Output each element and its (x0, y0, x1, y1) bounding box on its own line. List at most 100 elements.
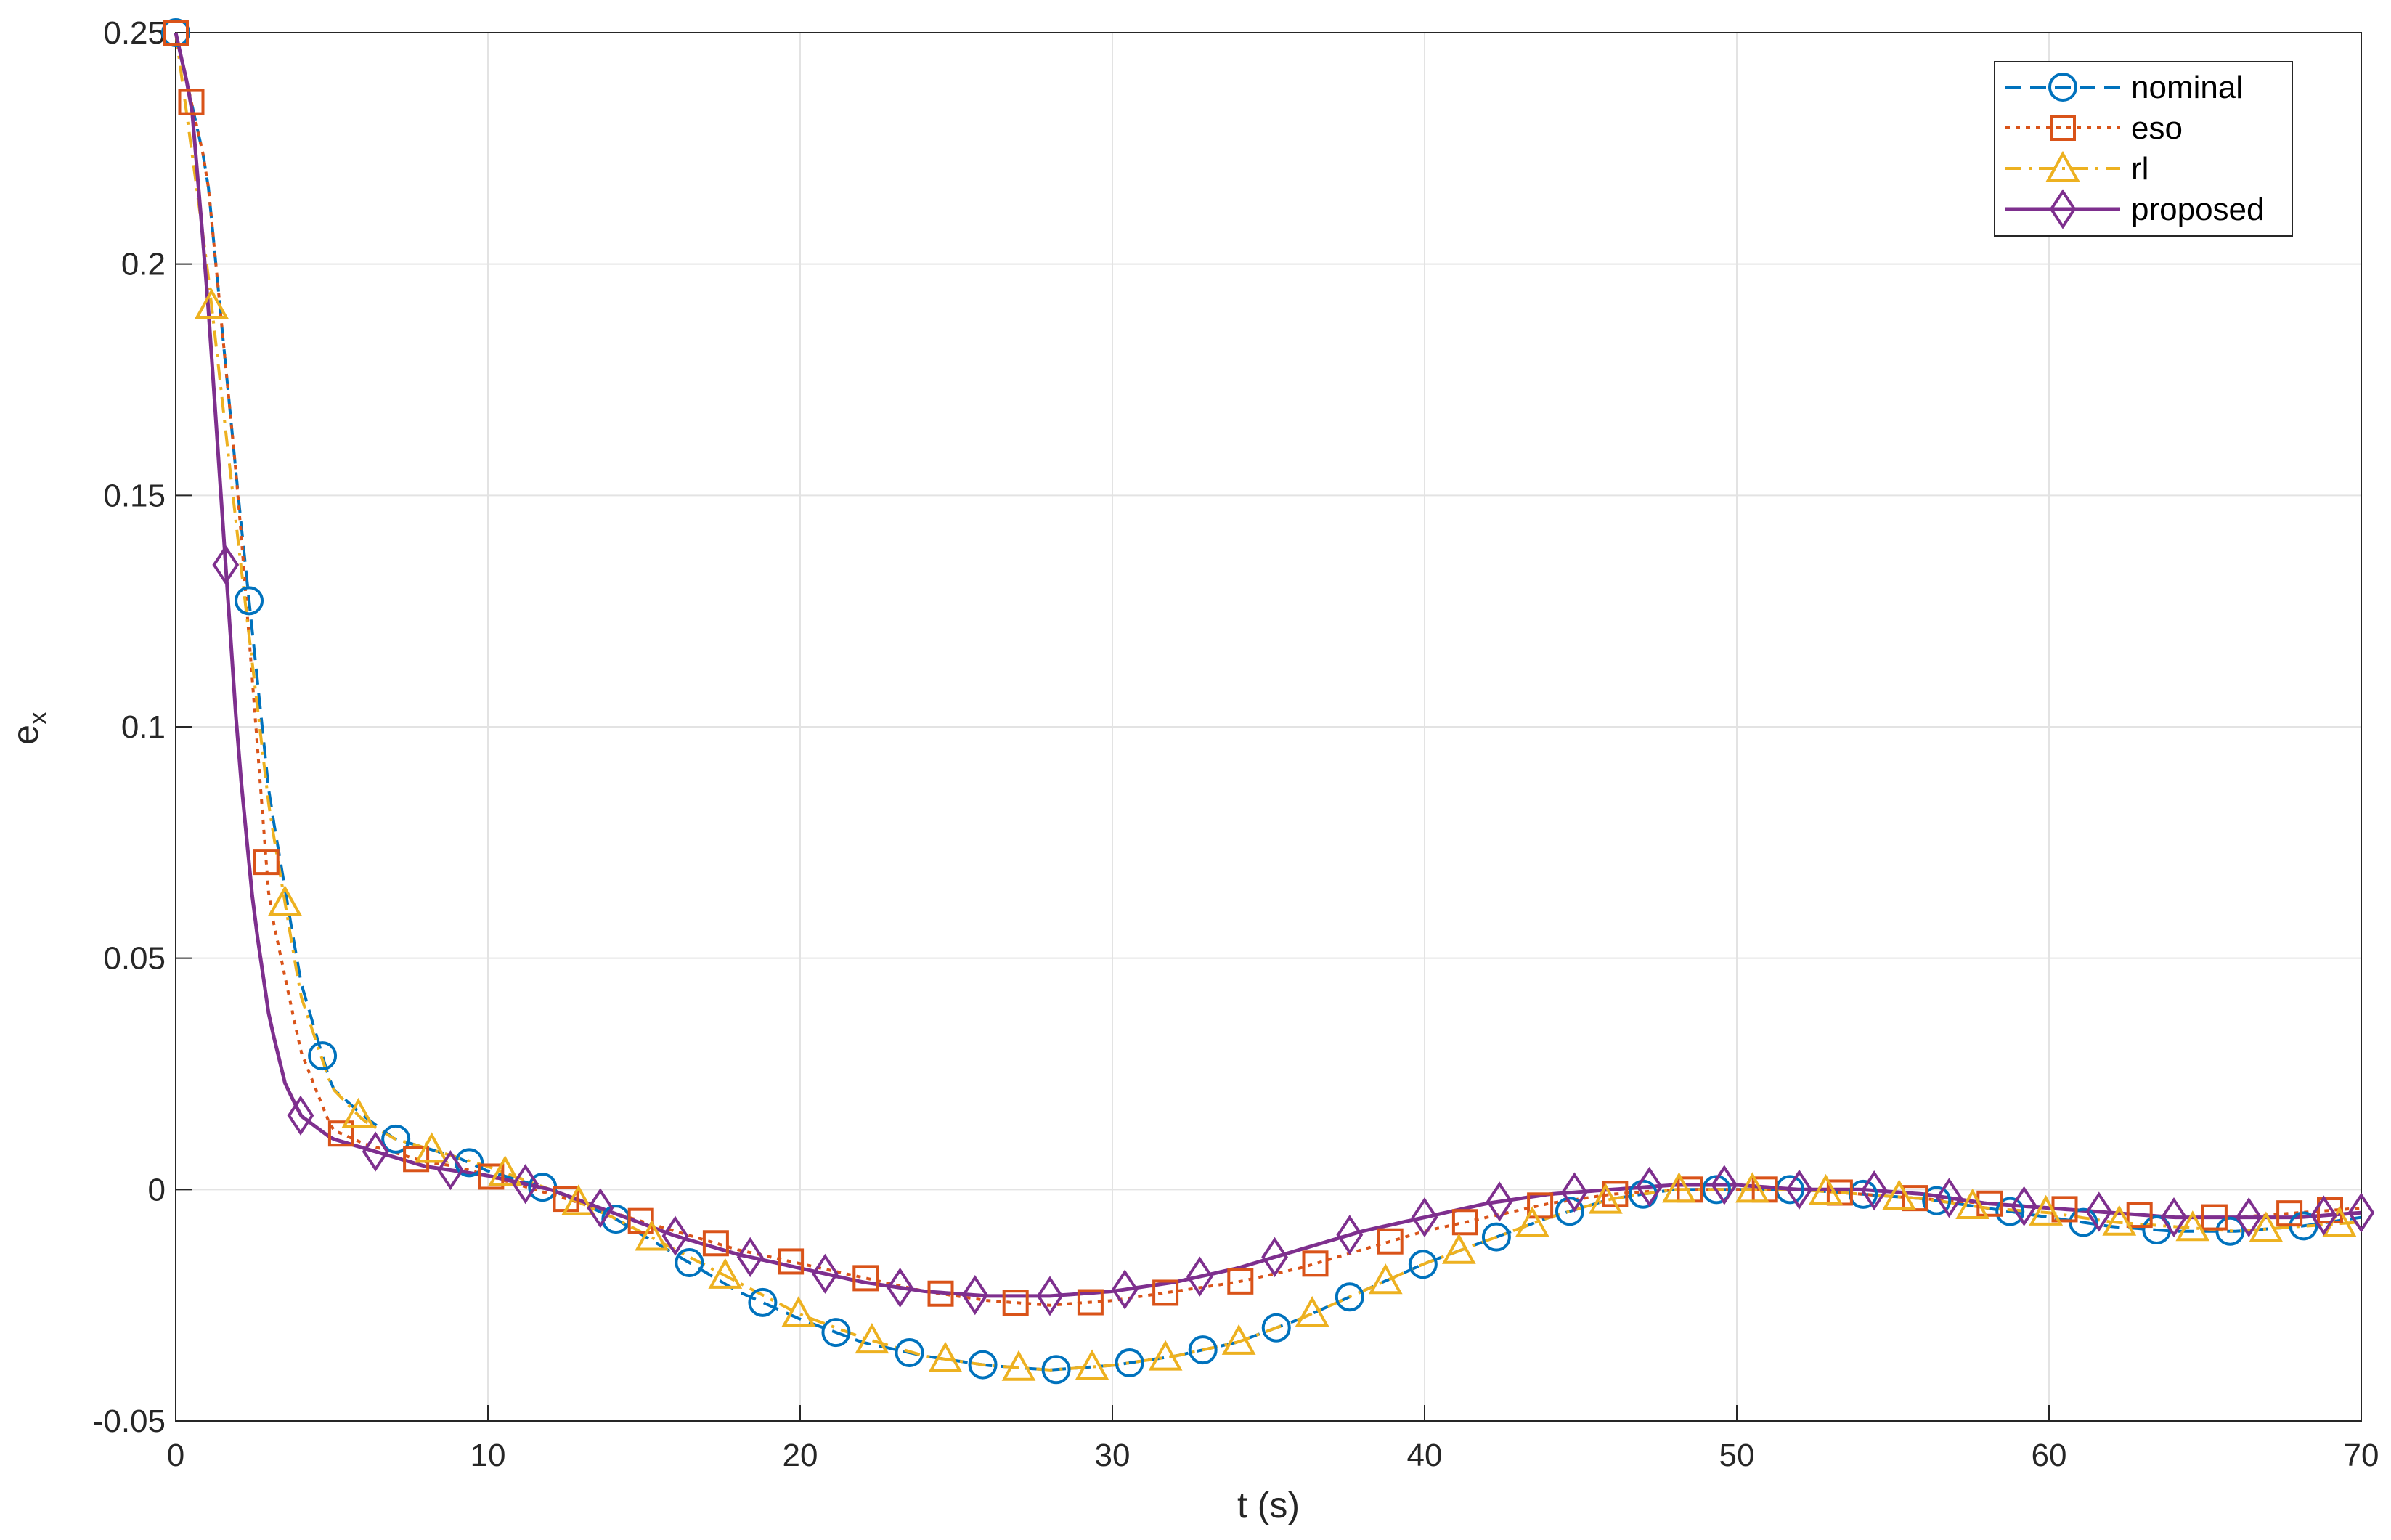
data-point-eso (1152, 1279, 1179, 1306)
data-point-eso (178, 89, 205, 115)
data-point-eso (253, 849, 280, 876)
data-point-rl (635, 1220, 669, 1251)
x-tick-label: 40 (1407, 1438, 1443, 1473)
data-point-nominal (968, 1350, 998, 1380)
data-point-rl (1735, 1172, 1769, 1203)
x-tick-label: 70 (2344, 1438, 2379, 1473)
data-point-rl (1515, 1206, 1549, 1237)
series-line-proposed (174, 32, 2362, 1298)
legend-marker-nominal (2048, 73, 2077, 102)
data-point-rl (2029, 1194, 2064, 1226)
legend: nominal eso rl proposed (1994, 61, 2293, 237)
legend-box (1994, 61, 2293, 237)
data-point-nominal (1041, 1355, 1071, 1385)
data-point-rl (1809, 1173, 1843, 1205)
data-point-rl (2102, 1205, 2137, 1236)
data-point-rl (1955, 1188, 1990, 1219)
data-point-rl (268, 885, 302, 916)
data-point-eso (163, 20, 189, 46)
markers-group (161, 18, 2375, 1385)
data-point-rl (488, 1155, 523, 1186)
data-point-nominal (1115, 1348, 1144, 1378)
data-point-proposed (2310, 1195, 2337, 1236)
data-point-rl (1075, 1349, 1109, 1380)
data-point-rl (708, 1258, 743, 1289)
data-point-proposed (811, 1253, 839, 1294)
data-point-rl (1221, 1324, 1256, 1355)
x-axis-label: t (s) (1237, 1485, 1300, 1525)
data-point-eso (327, 1120, 354, 1147)
data-point-eso (2126, 1202, 2153, 1229)
data-point-proposed (1111, 1269, 1139, 1310)
data-point-proposed (661, 1215, 689, 1256)
data-point-proposed (2347, 1192, 2375, 1233)
data-point-proposed (1860, 1170, 1888, 1211)
data-point-nominal (1335, 1282, 1364, 1312)
data-point-rl (1589, 1183, 1623, 1214)
y-tick-label: 0.25 (103, 15, 166, 51)
data-point-proposed (1636, 1166, 1663, 1207)
data-point-nominal (381, 1124, 411, 1154)
data-point-rl (1441, 1233, 1476, 1264)
data-point-rl (1882, 1179, 1916, 1210)
legend-label-eso: eso (2131, 110, 2183, 146)
legend-marker-rl (2045, 150, 2080, 182)
data-point-rl (195, 288, 229, 319)
data-point-eso (627, 1207, 654, 1234)
data-point-eso (1077, 1289, 1104, 1316)
data-point-nominal (1408, 1250, 1438, 1279)
data-point-proposed (587, 1188, 614, 1229)
data-point-rl (341, 1097, 375, 1129)
data-point-eso (852, 1265, 879, 1292)
data-point-rl (1368, 1263, 1403, 1295)
y-tick-label: 0 (148, 1172, 166, 1207)
legend-label-nominal: nominal (2131, 70, 2243, 105)
data-point-proposed (2085, 1191, 2113, 1232)
x-tick-label: 50 (1719, 1438, 1755, 1473)
data-point-rl (2175, 1210, 2210, 1242)
data-point-nominal (1188, 1335, 1218, 1365)
x-tick-label: 10 (471, 1438, 506, 1473)
data-point-rl (1662, 1172, 1696, 1203)
y-tick-label: 0.1 (121, 709, 166, 745)
data-point-eso (702, 1230, 729, 1257)
data-point-proposed (512, 1164, 539, 1205)
data-point-proposed (1711, 1165, 1738, 1205)
data-point-nominal (1995, 1197, 2025, 1226)
data-point-eso (2276, 1200, 2303, 1227)
data-point-rl (2249, 1211, 2284, 1242)
y-tick-label: 0.05 (103, 941, 166, 977)
data-point-rl (928, 1341, 963, 1372)
data-point-proposed (1036, 1276, 1064, 1316)
data-point-nominal (1555, 1197, 1584, 1226)
data-point-nominal (235, 586, 264, 616)
data-point-eso (1302, 1250, 1329, 1277)
data-point-nominal (748, 1287, 778, 1317)
data-point-nominal (1702, 1175, 1732, 1205)
data-point-eso (1451, 1209, 1478, 1236)
data-point-rl (1001, 1350, 1036, 1381)
data-point-proposed (2011, 1186, 2038, 1226)
data-point-rl (561, 1184, 596, 1215)
data-point-proposed (1261, 1237, 1289, 1277)
svg-text:ex: ex (5, 712, 52, 745)
data-point-rl (781, 1296, 816, 1327)
data-point-proposed (287, 1095, 314, 1136)
data-point-proposed (1785, 1169, 1813, 1210)
data-point-nominal (675, 1248, 704, 1278)
data-point-proposed (1186, 1256, 1213, 1297)
data-point-rl (855, 1322, 889, 1354)
y-axis-label-subscript: x (23, 712, 52, 725)
data-point-nominal (1261, 1313, 1291, 1343)
data-point-proposed (1935, 1178, 1963, 1218)
data-point-proposed (2235, 1197, 2262, 1238)
y-tick-label: 0.2 (121, 247, 166, 282)
data-point-proposed (1560, 1172, 1588, 1213)
data-point-proposed (736, 1237, 764, 1277)
legend-marker-proposed (2049, 189, 2077, 229)
x-tick-label: 20 (783, 1438, 818, 1473)
series-line-eso (174, 32, 2362, 1307)
data-point-eso (927, 1280, 954, 1307)
